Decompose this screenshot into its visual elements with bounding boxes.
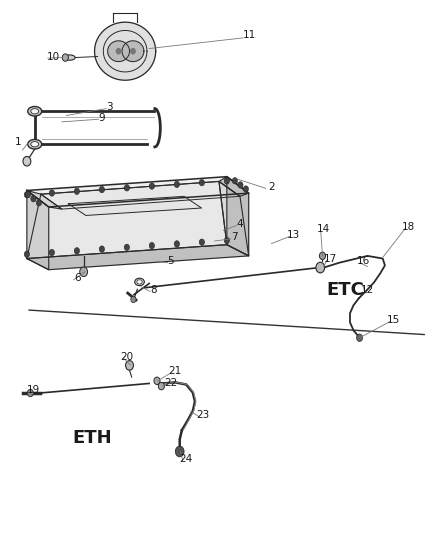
Circle shape: [99, 187, 105, 193]
Circle shape: [357, 334, 363, 342]
Polygon shape: [219, 176, 249, 196]
Circle shape: [126, 361, 134, 370]
Ellipse shape: [28, 107, 42, 116]
Circle shape: [199, 239, 205, 245]
Text: 5: 5: [168, 256, 174, 266]
Text: ETC: ETC: [327, 281, 364, 300]
Text: 9: 9: [99, 112, 105, 123]
Polygon shape: [27, 190, 49, 270]
Circle shape: [24, 191, 29, 198]
Circle shape: [149, 243, 155, 249]
Text: 2: 2: [268, 182, 275, 192]
Polygon shape: [27, 176, 249, 207]
Polygon shape: [27, 190, 62, 209]
Text: ETH: ETH: [73, 429, 112, 447]
Circle shape: [224, 237, 230, 244]
Circle shape: [74, 188, 80, 195]
Polygon shape: [219, 181, 249, 256]
Circle shape: [149, 183, 155, 189]
Polygon shape: [27, 245, 249, 270]
Circle shape: [49, 190, 54, 196]
Circle shape: [243, 186, 248, 192]
Text: 20: 20: [121, 352, 134, 362]
Text: 23: 23: [196, 410, 209, 421]
Text: 15: 15: [387, 314, 400, 325]
Text: 4: 4: [237, 219, 243, 229]
Polygon shape: [95, 22, 155, 80]
Text: 18: 18: [402, 222, 416, 232]
Text: 19: 19: [27, 385, 40, 395]
Ellipse shape: [31, 109, 39, 114]
Circle shape: [174, 181, 180, 188]
Circle shape: [316, 262, 325, 273]
Circle shape: [27, 389, 33, 397]
Circle shape: [80, 267, 88, 277]
Circle shape: [238, 182, 243, 188]
Circle shape: [154, 377, 160, 384]
Text: 11: 11: [243, 30, 256, 41]
Circle shape: [224, 177, 230, 184]
Circle shape: [99, 246, 105, 252]
Circle shape: [124, 184, 130, 191]
Text: 13: 13: [286, 230, 300, 240]
Text: 10: 10: [46, 52, 60, 61]
Polygon shape: [122, 41, 144, 62]
Circle shape: [232, 177, 237, 184]
Text: 3: 3: [106, 102, 113, 112]
Ellipse shape: [137, 280, 142, 284]
Text: 21: 21: [168, 366, 181, 376]
Text: 14: 14: [317, 224, 330, 235]
Circle shape: [62, 54, 68, 61]
Circle shape: [24, 251, 29, 257]
Text: 8: 8: [150, 285, 157, 295]
Circle shape: [49, 249, 54, 256]
Circle shape: [124, 244, 130, 251]
Circle shape: [23, 157, 31, 166]
Circle shape: [74, 248, 80, 254]
Ellipse shape: [31, 142, 39, 147]
Text: 24: 24: [180, 454, 193, 464]
Text: 6: 6: [74, 273, 81, 283]
Text: 22: 22: [164, 378, 177, 389]
Ellipse shape: [28, 140, 42, 149]
Polygon shape: [27, 181, 227, 259]
Circle shape: [158, 382, 164, 390]
Circle shape: [25, 191, 31, 198]
Circle shape: [117, 49, 121, 54]
Circle shape: [131, 49, 135, 54]
Polygon shape: [227, 176, 249, 256]
Polygon shape: [108, 41, 130, 62]
Text: 1: 1: [15, 136, 21, 147]
Text: 7: 7: [231, 232, 237, 243]
Polygon shape: [68, 196, 201, 215]
Ellipse shape: [135, 278, 145, 286]
Circle shape: [174, 241, 180, 247]
Circle shape: [175, 446, 184, 457]
Text: 17: 17: [324, 254, 337, 263]
Text: 16: 16: [357, 256, 370, 266]
Ellipse shape: [64, 55, 75, 60]
Text: 12: 12: [361, 285, 374, 295]
Circle shape: [199, 180, 205, 186]
Circle shape: [319, 252, 325, 260]
Circle shape: [131, 296, 136, 303]
Circle shape: [36, 200, 42, 206]
Circle shape: [31, 196, 36, 202]
